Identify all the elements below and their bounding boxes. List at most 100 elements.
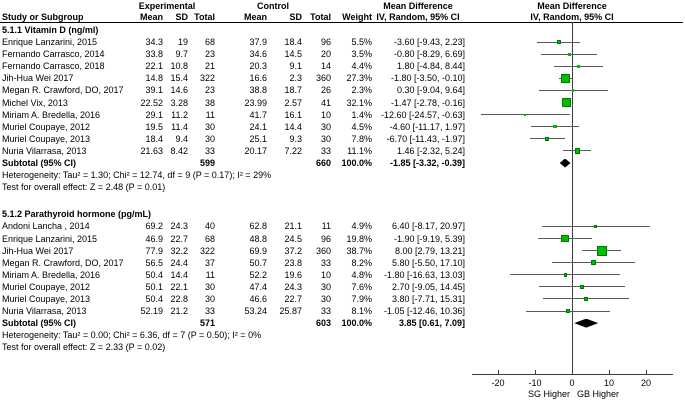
study-mean1: 34.3 [145,37,163,48]
study-weight: 8.2% [351,257,372,268]
study-total1: 30 [204,121,215,132]
overall-effect-note: Test for overall effect: Z = 2.33 (P = 0… [2,342,166,353]
study-total2: 14 [320,61,331,72]
subgroup-title-row: 5.1.1 Vitamin D (ng/ml) [0,24,685,36]
subtotal-label: Subtotal (95% CI) [2,318,77,329]
study-total2: 26 [320,85,331,96]
study-total2: 33 [320,257,331,268]
study-mean2: 38.8 [249,85,267,96]
study-ci_text: -3.60 [-9.43, 2.23] [393,37,465,48]
study-mean1: 77.9 [145,245,163,256]
study-sd1: 11.4 [171,121,188,132]
subtotal-total2: 660 [315,158,331,169]
study-sd1: 22.7 [170,233,188,244]
study-total2: 33 [320,306,331,317]
study-total2: 41 [320,97,331,108]
study-mean2: 24.1 [249,121,267,132]
study-row: Muriel Coupaye, 2012 50.1 22.1 30 47.4 24.3 30… [0,281,685,293]
study-total1: 38 [204,97,215,108]
heterogeneity-row: Heterogeneity: Tau² = 0.00; Chi² = 6.36,… [0,329,685,341]
study-weight: 2.3% [351,85,372,96]
study-name: Muriel Coupaye, 2012 [2,281,91,292]
study-name: Jih-Hua Wei 2017 [2,73,74,84]
study-total1: 322 [199,73,215,84]
study-sd2: 21.1 [284,221,302,232]
study-ci_text: -1.80 [-3.50, -0.10] [390,73,465,84]
study-mean2: 46.6 [249,293,267,304]
col-header-sd-ctrl: SD [289,12,302,22]
study-row: Megan R. Crawford, DO, 2017 56.5 24.4 37 50.… [0,257,685,269]
axis-tick-label: -20 [491,378,505,388]
effect-marker [562,98,572,108]
study-name: Muriel Coupaye, 2013 [2,293,91,304]
heterogeneity-row: Heterogeneity: Tau² = 1.30; Chi² = 12.74… [0,169,685,181]
study-weight: 7.6% [351,281,372,292]
study-total1: 68 [204,37,215,48]
subtotal-row: Subtotal (95% CI) 599 660 100.0% -1.85 [-3.3… [0,157,685,169]
study-sd1: 22.8 [170,293,188,304]
col-header-total-exp: Total [194,12,215,22]
study-total2: 360 [315,245,331,256]
study-mean1: 29.1 [145,109,163,120]
study-row: Nuria Vilarrasa, 2013 21.63 8.42 33 20.17 7.2… [0,145,685,157]
study-sd1: 19 [177,37,188,48]
study-row: Megan R. Crawford, DO, 2017 39.1 14.6 23 38.… [0,84,685,96]
study-mean2: 20.3 [249,61,267,72]
study-name: Nuria Vilarrasa, 2013 [2,306,87,317]
study-total1: 30 [204,133,215,144]
study-weight: 5.5% [351,37,372,48]
study-name: Nuria Vilarrasa, 2013 [2,145,87,156]
col-header-total-ctrl: Total [310,12,331,22]
col-header-ci-plot: IV, Random, 95% CI [530,12,614,22]
study-row: Jih-Hua Wei 2017 77.9 32.2 322 69.9 37.2 360 38… [0,245,685,257]
study-sd1: 15.4 [170,73,188,84]
effect-marker [561,74,570,83]
study-mean2: 41.7 [249,109,267,120]
study-name: Muriel Coupaye, 2013 [2,133,91,144]
study-weight: 19.8% [346,233,372,244]
study-ci_text: -0.80 [-8.29, 6.69] [393,49,465,60]
study-mean1: 52.19 [140,306,163,317]
study-sd2: 2.57 [284,97,302,108]
study-sd1: 24.4 [170,257,188,268]
study-total1: 40 [204,221,215,232]
study-sd2: 14.4 [284,121,302,132]
col-header-ci-text: IV, Random, 95% CI [376,12,460,22]
study-sd2: 19.6 [284,269,302,280]
effect-marker [593,224,598,229]
study-sd2: 37.2 [284,245,302,256]
rows-container: 5.1.1 Vitamin D (ng/ml) Enrique Lanzarini… [0,24,685,353]
study-total2: 10 [320,109,331,120]
study-row: Andoni Lancha , 2014 69.2 24.3 40 62.8 21.1 11… [0,220,685,232]
study-total1: 68 [204,233,215,244]
subgroup-title-row: 5.1.2 Parathyroid hormone (pg/mL) [0,208,685,220]
study-mean1: 19.5 [145,121,163,132]
study-sd2: 7.22 [284,145,302,156]
heterogeneity-note: Heterogeneity: Tau² = 1.30; Chi² = 12.74… [2,170,272,181]
subtotal-total1: 571 [199,318,215,329]
study-ci_text: -1.80 [-16.63, 13.03] [383,269,465,280]
zero-line [572,22,573,374]
subtotal-ci_text: -1.85 [-3.32, -0.39] [389,158,465,169]
col-group-mean-difference-plot: Mean Difference [537,1,607,11]
col-header-sd-exp: SD [175,12,188,22]
study-weight: 4.4% [351,61,372,72]
study-name: Muriel Coupaye, 2012 [2,121,91,132]
subtotal-weight: 100.0% [341,158,372,169]
effect-marker [576,64,581,68]
col-header-mean-exp: Mean [139,12,163,22]
study-row: Enrique Lanzarini, 2015 46.9 22.7 68 48.8 24.… [0,233,685,245]
study-sd2: 18.7 [284,85,302,96]
study-name: Miriam A. Bredella, 2016 [2,269,101,280]
col-header-study: Study or Subgroup [2,12,84,22]
study-mean1: 69.2 [145,221,163,232]
study-total2: 30 [320,281,331,292]
study-ci_text: 3.80 [-7.71, 15.31] [391,293,465,304]
study-weight: 32.1% [346,97,372,108]
study-ci_text: -1.90 [-9.19, 5.39] [393,233,465,244]
study-name: Fernando Carrasco, 2018 [2,61,105,72]
study-ci_text: 6.40 [-8.17, 20.97] [391,221,465,232]
axis-tick [609,370,610,375]
study-sd2: 9.1 [289,61,302,72]
study-mean1: 56.5 [145,257,163,268]
